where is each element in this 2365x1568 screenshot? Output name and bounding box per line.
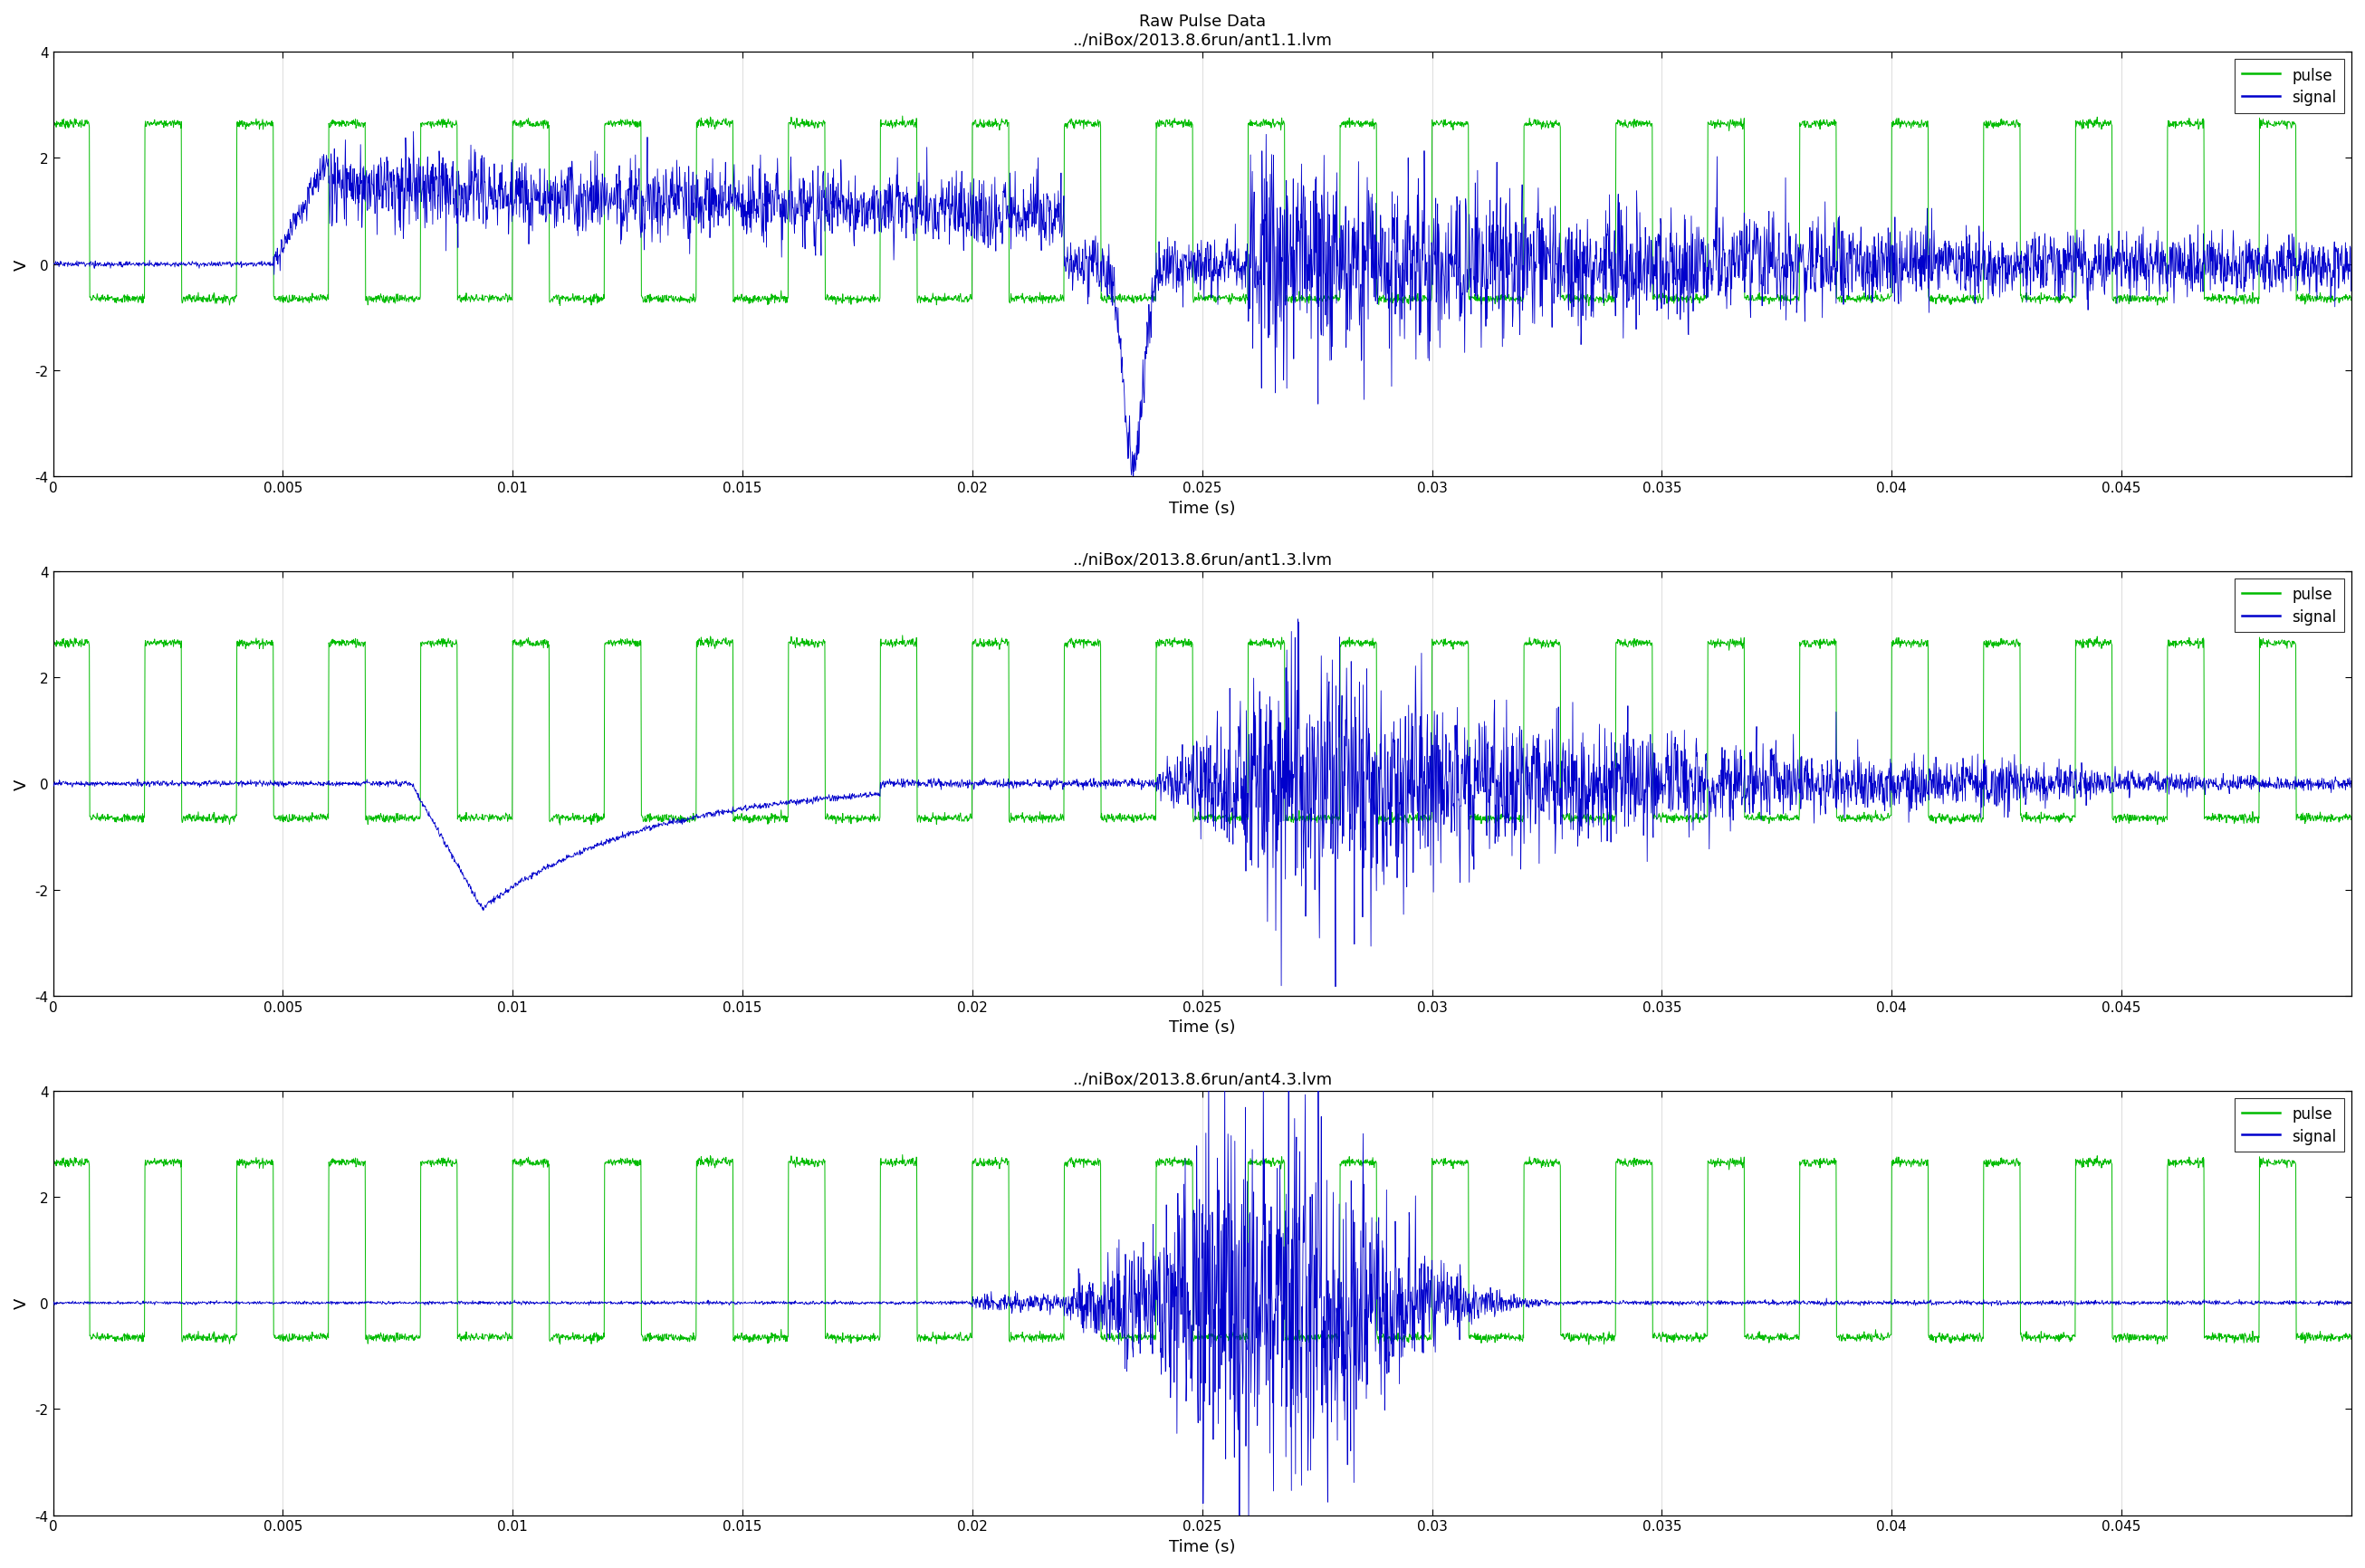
X-axis label: Time (s): Time (s) (1168, 1019, 1235, 1035)
Y-axis label: V: V (14, 1297, 31, 1309)
Title: Raw Pulse Data
../niBox/2013.8.6run/ant1.1.lvm: Raw Pulse Data ../niBox/2013.8.6run/ant1… (1071, 14, 1331, 49)
Legend: pulse, signal: pulse, signal (2235, 1098, 2344, 1152)
X-axis label: Time (s): Time (s) (1168, 1538, 1235, 1554)
Title: ../niBox/2013.8.6run/ant1.3.lvm: ../niBox/2013.8.6run/ant1.3.lvm (1071, 552, 1331, 568)
X-axis label: Time (s): Time (s) (1168, 500, 1235, 516)
Legend: pulse, signal: pulse, signal (2235, 579, 2344, 633)
Title: ../niBox/2013.8.6run/ant4.3.lvm: ../niBox/2013.8.6run/ant4.3.lvm (1071, 1071, 1331, 1087)
Y-axis label: V: V (14, 778, 31, 789)
Y-axis label: V: V (14, 259, 31, 270)
Legend: pulse, signal: pulse, signal (2235, 60, 2344, 114)
